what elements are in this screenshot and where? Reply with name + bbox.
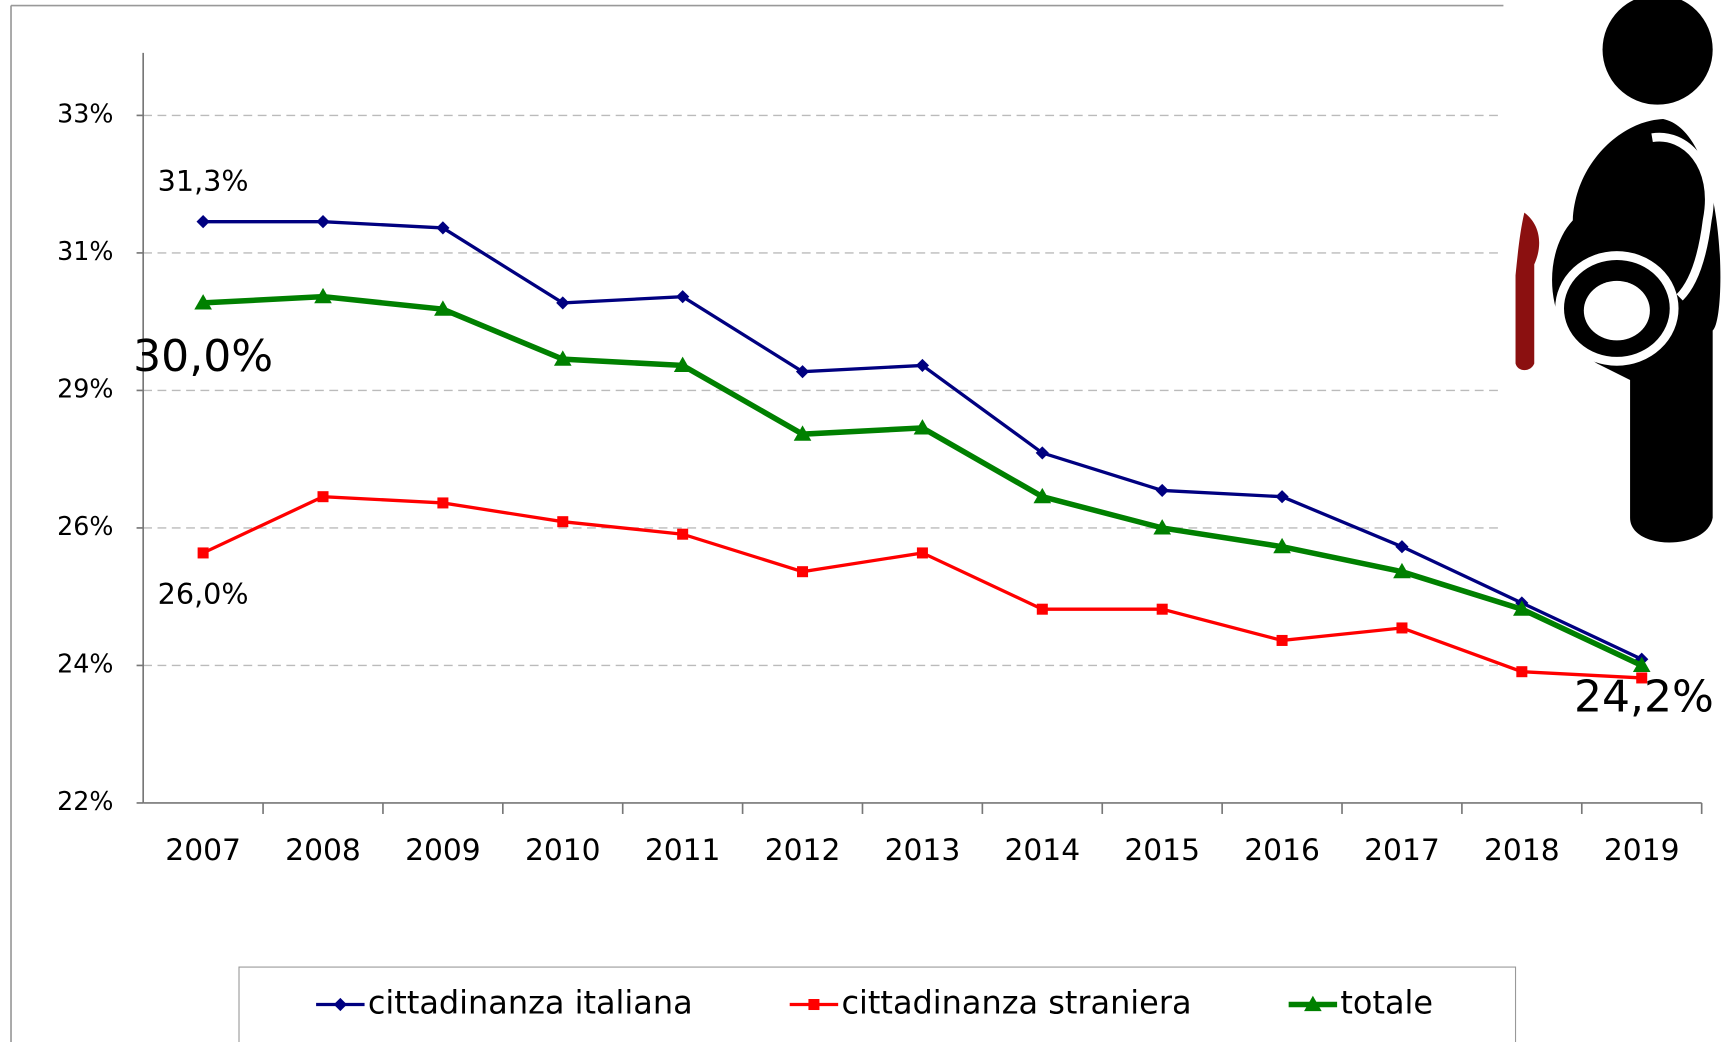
legend-marker	[1304, 995, 1322, 1012]
point	[1516, 666, 1528, 678]
pregnant-icon	[1515, 0, 1721, 543]
point	[317, 491, 329, 503]
point	[553, 350, 572, 366]
x-tick-label: 2015	[1124, 833, 1200, 868]
point	[677, 528, 689, 540]
icon-head	[1602, 0, 1713, 105]
legend-label: cittadinanza straniera	[841, 984, 1191, 1022]
point	[436, 221, 450, 235]
x-tick-label: 2017	[1364, 833, 1440, 868]
y-tick-label: 31%	[57, 236, 113, 266]
x-tick-label: 2014	[1004, 833, 1080, 868]
point	[197, 547, 209, 559]
point	[1396, 622, 1408, 634]
legend-label: totale	[1340, 984, 1433, 1022]
x-tick-label: 2011	[645, 833, 721, 868]
x-tick-label: 2018	[1484, 833, 1560, 868]
point	[795, 365, 810, 379]
point	[1156, 603, 1168, 615]
y-tick-label: 22%	[57, 786, 113, 816]
point	[314, 287, 332, 304]
point	[1273, 537, 1291, 554]
point	[676, 290, 690, 304]
y-tick-label: 24%	[57, 648, 113, 678]
x-tick-label: 2013	[885, 833, 961, 868]
point	[1276, 634, 1288, 646]
point	[196, 215, 210, 229]
point	[1513, 600, 1531, 616]
point	[1033, 487, 1052, 504]
data-label: 31,3%	[158, 164, 249, 198]
point	[797, 566, 809, 578]
icon-scalpel	[1515, 212, 1540, 371]
data-label: 24,2%	[1574, 672, 1714, 723]
y-tick-label: 29%	[57, 373, 113, 403]
x-tick-label: 2009	[405, 833, 481, 868]
legend-marker	[808, 999, 820, 1011]
point	[316, 215, 330, 229]
point	[793, 425, 812, 441]
y-tick-label: 26%	[57, 511, 113, 541]
point	[1636, 672, 1648, 684]
x-tick-label: 2008	[285, 833, 361, 868]
point	[913, 419, 932, 435]
point	[1036, 603, 1048, 615]
point	[1632, 656, 1651, 673]
y-tick-label: 33%	[57, 98, 113, 128]
point	[1395, 540, 1409, 554]
icon-womb	[1555, 251, 1679, 366]
data-label: 30,0%	[133, 331, 273, 382]
point	[434, 300, 452, 316]
point	[673, 356, 692, 373]
point	[437, 497, 449, 509]
legend-label: cittadinanza italiana	[368, 984, 693, 1022]
x-tick-label: 2012	[765, 833, 841, 868]
icon-arm	[1651, 132, 1714, 301]
point	[194, 294, 212, 310]
point	[1275, 490, 1289, 504]
x-tick-label: 2010	[525, 833, 601, 868]
point	[1393, 562, 1411, 579]
point	[916, 547, 928, 559]
point	[1153, 519, 1172, 535]
x-tick-label: 2007	[165, 833, 241, 868]
icon-baby	[1583, 280, 1650, 341]
x-tick-label: 2019	[1604, 833, 1680, 868]
data-label: 26,0%	[158, 577, 249, 611]
point	[557, 516, 569, 528]
x-tick-label: 2016	[1244, 833, 1320, 868]
